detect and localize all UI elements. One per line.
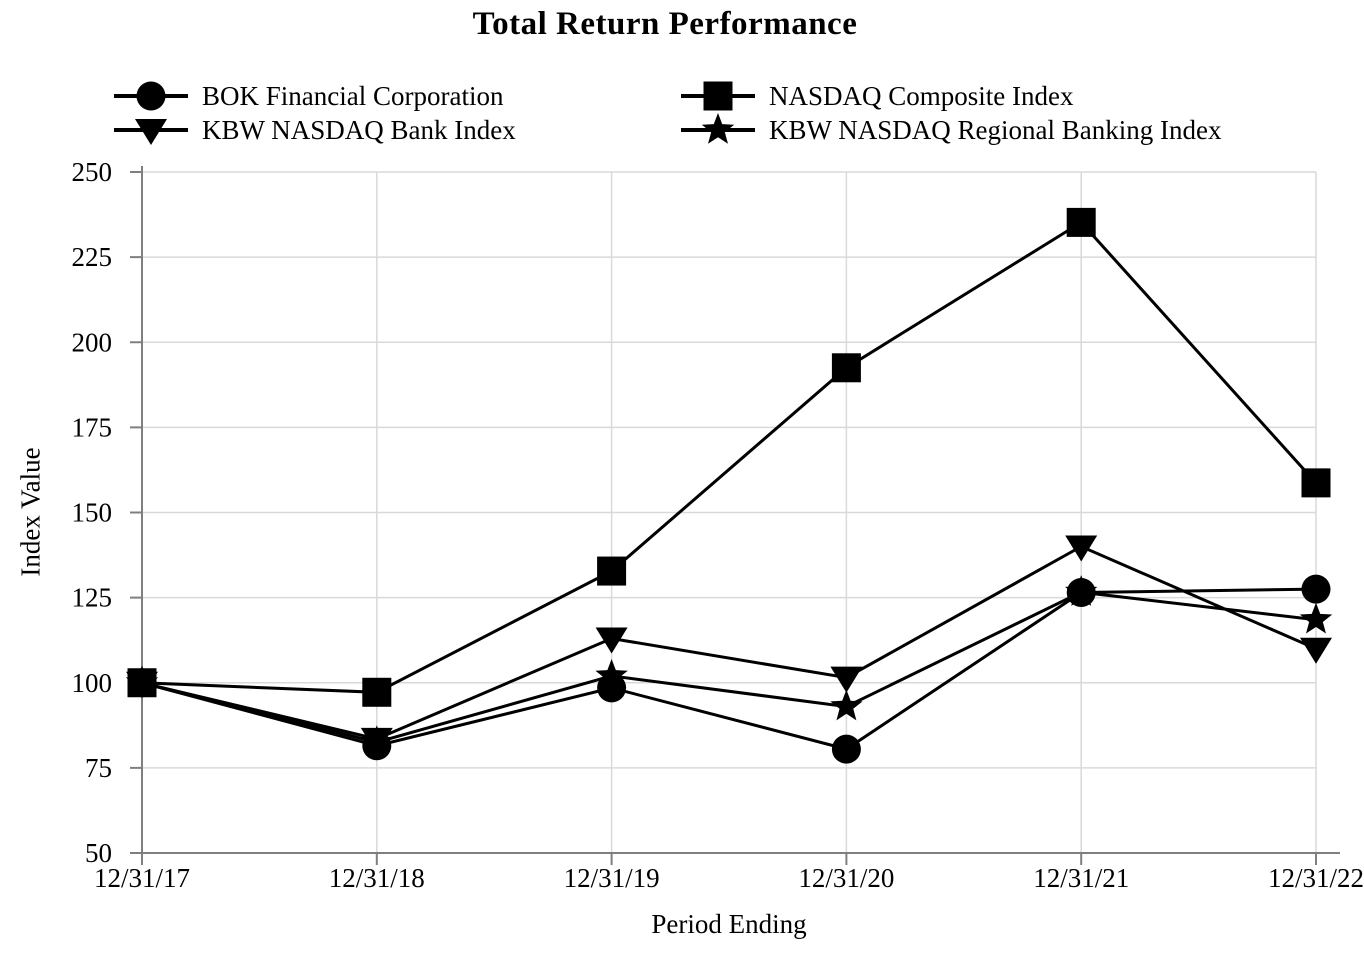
legend-item-kbw-regional: KBW NASDAQ Regional Banking Index	[680, 113, 1221, 147]
y-tick-label: 225	[72, 242, 113, 272]
legend-item-kbw-bank: KBW NASDAQ Bank Index	[113, 113, 680, 147]
circle-data-point-marker	[362, 731, 392, 761]
star-data-point-marker	[701, 113, 735, 144]
circle-data-point-marker	[1301, 574, 1331, 604]
triangle-down-data-point-marker	[595, 627, 628, 654]
x-tick-label: 12/31/17	[94, 863, 190, 893]
series-line-0	[141, 587, 1317, 751]
triangle-down-marker-icon	[114, 119, 188, 145]
square-data-point-marker	[1066, 207, 1096, 237]
series-line-1	[141, 220, 1318, 694]
circle-data-point-marker	[127, 668, 157, 698]
star-data-point-marker	[830, 689, 863, 721]
y-tick-label: 100	[72, 668, 113, 698]
square-data-point-marker	[1301, 468, 1331, 498]
triangle-down-data-point-marker	[830, 666, 863, 693]
x-tick-label: 12/31/21	[1033, 863, 1129, 893]
y-tick-label: 50	[85, 838, 112, 868]
circle-data-point-marker	[597, 673, 627, 703]
legend-item-bok-financial: BOK Financial Corporation	[113, 79, 680, 113]
x-axis-title: Period Ending	[651, 909, 807, 939]
triangle-down-data-point-marker	[1065, 535, 1098, 562]
legend-label: NASDAQ Composite Index	[769, 81, 1074, 111]
y-tick-label: 175	[72, 412, 113, 442]
x-tick-label: 12/31/18	[329, 863, 425, 893]
legend: BOK Financial Corporation NASDAQ Composi…	[113, 79, 1221, 147]
legend-label: KBW NASDAQ Bank Index	[202, 115, 516, 145]
y-tick-label: 250	[72, 157, 113, 187]
circle-data-point-marker	[1066, 578, 1096, 608]
triangle-down-data-point-marker	[1300, 637, 1332, 664]
circle-marker-icon	[114, 81, 188, 111]
star-marker-icon	[681, 113, 755, 144]
circle-data-point-marker	[136, 81, 166, 111]
triangle-down-data-point-marker	[135, 119, 167, 145]
circle-data-point-marker	[831, 734, 861, 764]
legend-label: BOK Financial Corporation	[202, 81, 504, 111]
legend-item-nasdaq-composite: NASDAQ Composite Index	[680, 79, 1221, 113]
series-line-3	[141, 590, 1317, 744]
y-tick-label: 75	[85, 753, 112, 783]
series-line-2	[141, 544, 1317, 741]
legend-label: KBW NASDAQ Regional Banking Index	[769, 115, 1222, 145]
y-tick-label: 125	[72, 583, 113, 613]
square-data-point-marker	[831, 353, 861, 383]
x-tick-label: 12/31/20	[798, 863, 894, 893]
square-marker-icon	[681, 81, 755, 111]
y-tick-label: 150	[72, 498, 113, 528]
x-tick-label: 12/31/19	[564, 863, 660, 893]
square-data-point-marker	[597, 556, 627, 586]
chart-title: Total Return Performance	[472, 6, 858, 42]
x-tick-label: 12/31/22	[1268, 863, 1364, 893]
star-data-point-marker	[1299, 602, 1333, 634]
square-data-point-marker	[362, 677, 392, 707]
y-tick-label: 200	[72, 327, 113, 357]
square-data-point-marker	[703, 81, 733, 111]
